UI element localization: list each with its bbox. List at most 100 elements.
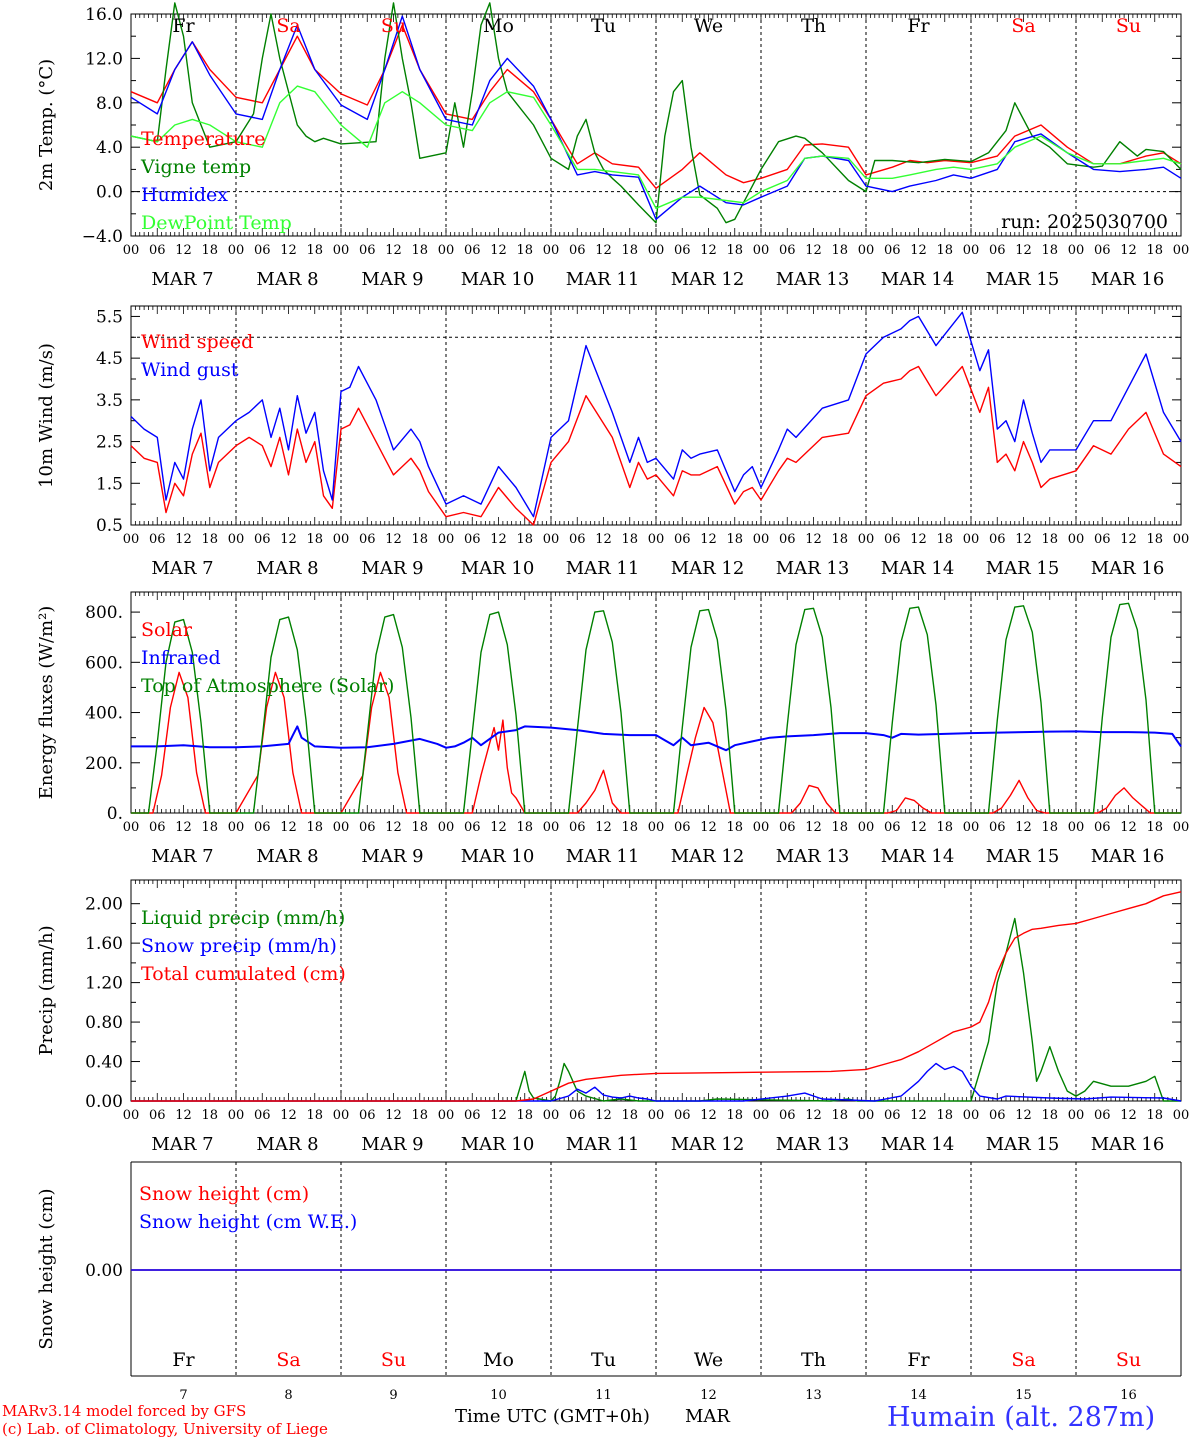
hour-label: 00 [753, 1108, 770, 1123]
time-axis-label: Time UTC (GMT+0h) [455, 1406, 650, 1427]
hour-label: 18 [621, 820, 638, 835]
hour-label: 12 [910, 1108, 927, 1123]
hour-label: 00 [1173, 243, 1190, 258]
time-axis-month: MAR [685, 1406, 730, 1427]
hour-label: 12 [490, 820, 507, 835]
hour-label: 18 [831, 1108, 848, 1123]
day-number-label: 14 [910, 1388, 927, 1403]
series-line-green [131, 917, 1181, 1102]
date-label: MAR 7 [151, 558, 213, 579]
date-label: MAR 16 [1091, 269, 1165, 290]
day-of-week-label: Su [381, 1349, 406, 1371]
y-tick-label: 2.00 [85, 895, 123, 915]
day-of-week-label: Mo [483, 1349, 514, 1371]
y-tick-label: 16.0 [85, 5, 123, 25]
date-label: MAR 11 [566, 269, 640, 290]
date-label: MAR 8 [256, 846, 318, 867]
hour-label: 00 [1173, 532, 1190, 547]
hour-label: 00 [648, 820, 665, 835]
hour-label: 00 [228, 243, 245, 258]
hour-label: 00 [438, 532, 455, 547]
date-label: MAR 8 [256, 1134, 318, 1155]
hour-label: 00 [1068, 532, 1085, 547]
hour-label: 00 [333, 532, 350, 547]
hour-label: 12 [595, 243, 612, 258]
hour-label: 06 [254, 820, 271, 835]
hour-label: 06 [149, 243, 166, 258]
hour-label: 12 [1015, 243, 1032, 258]
hour-label: 00 [333, 243, 350, 258]
hour-label: 18 [726, 820, 743, 835]
hour-label: 00 [543, 820, 560, 835]
hour-label: 18 [1041, 532, 1058, 547]
hour-label: 12 [1120, 532, 1137, 547]
series-line-blue [130, 311, 1182, 518]
hour-label: 12 [595, 820, 612, 835]
date-label: MAR 7 [151, 1134, 213, 1155]
legend-entry: DewPoint Temp [141, 212, 292, 234]
series-line-light_green [130, 85, 1182, 210]
date-label: MAR 9 [361, 1134, 423, 1155]
day-of-week-label: Tu [591, 1349, 616, 1371]
hour-label: 06 [359, 532, 376, 547]
hour-label: 12 [1120, 820, 1137, 835]
hour-label: 06 [1094, 532, 1111, 547]
hour-label: 00 [123, 820, 140, 835]
hour-label: 06 [779, 243, 796, 258]
y-tick-label: 0.00 [85, 1092, 123, 1112]
series-line-blue [130, 15, 1182, 221]
date-label: MAR 12 [671, 846, 745, 867]
hour-label: 06 [674, 532, 691, 547]
hour-label: 00 [753, 820, 770, 835]
date-label: MAR 15 [986, 558, 1060, 579]
day-of-week-label: Fr [172, 15, 195, 37]
hour-label: 12 [595, 532, 612, 547]
y-tick-label: 0.00 [85, 1261, 123, 1281]
series-line-red [130, 24, 1182, 190]
hour-label: 06 [464, 243, 481, 258]
hour-label: 00 [963, 243, 980, 258]
series-line-red [131, 671, 1181, 814]
hour-label: 12 [490, 532, 507, 547]
day-of-week-label: Sa [1011, 15, 1035, 37]
hour-label: 12 [280, 243, 297, 258]
day-of-week-label: Sa [1011, 1349, 1035, 1371]
hour-label: 06 [884, 1108, 901, 1123]
legend-entry: Humidex [141, 184, 228, 206]
hour-label: 18 [201, 532, 218, 547]
hour-label: 18 [1041, 1108, 1058, 1123]
hour-label: 00 [963, 820, 980, 835]
hour-label: 06 [569, 532, 586, 547]
hour-label: 06 [569, 820, 586, 835]
hour-label: 18 [1041, 243, 1058, 258]
legend-entry: Top of Atmosphere (Solar) [141, 675, 394, 697]
hour-label: 00 [1068, 1108, 1085, 1123]
hour-label: 06 [779, 1108, 796, 1123]
day-number-label: 10 [490, 1388, 507, 1403]
hour-label: 00 [753, 243, 770, 258]
legend-entry: Liquid precip (mm/h) [141, 907, 345, 929]
day-of-week-label: Fr [172, 1349, 195, 1371]
hour-label: 00 [228, 1108, 245, 1123]
hour-label: 12 [1015, 1108, 1032, 1123]
hour-label: 12 [175, 820, 192, 835]
day-number-label: 11 [595, 1388, 612, 1403]
day-of-week-label: We [694, 1349, 723, 1371]
hour-label: 00 [963, 1108, 980, 1123]
hour-label: 00 [753, 532, 770, 547]
series-line-red [131, 891, 1182, 1102]
day-number-label: 8 [284, 1388, 292, 1403]
hour-label: 00 [228, 532, 245, 547]
hour-label: 18 [306, 820, 323, 835]
hour-label: 12 [490, 243, 507, 258]
hour-label: 00 [648, 243, 665, 258]
hour-label: 18 [726, 1108, 743, 1123]
hour-label: 12 [805, 532, 822, 547]
legend-entry: Wind gust [141, 359, 239, 381]
date-label: MAR 12 [671, 269, 745, 290]
date-label: MAR 12 [671, 558, 745, 579]
hour-label: 18 [936, 820, 953, 835]
date-label: MAR 15 [986, 269, 1060, 290]
hour-label: 12 [175, 532, 192, 547]
hour-label: 12 [910, 532, 927, 547]
